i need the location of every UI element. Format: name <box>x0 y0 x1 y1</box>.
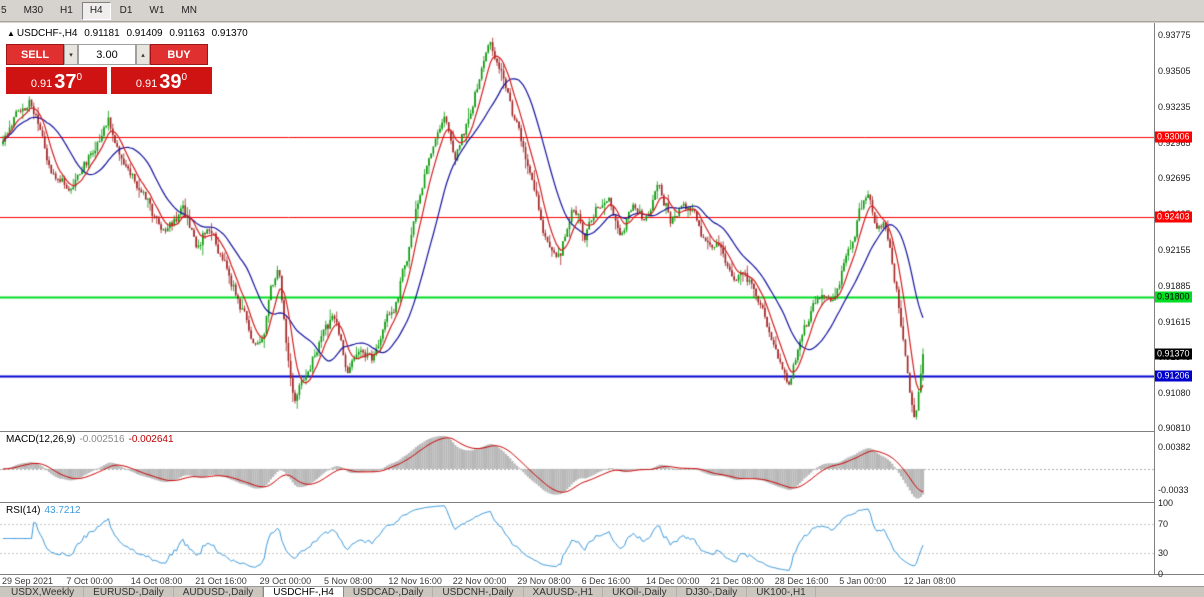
chart-tab-usdcad-daily[interactable]: USDCAD-,Daily <box>344 587 434 597</box>
chart-tab-ukoil-daily[interactable]: UKOil-,Daily <box>603 587 677 597</box>
macd-canvas[interactable] <box>0 432 1154 502</box>
timeframe-button-h4[interactable]: H4 <box>81 1 111 20</box>
time-axis-label: 5 Jan 00:00 <box>839 576 887 586</box>
rsi-value: 43.7212 <box>44 505 81 516</box>
chart-tab-audusd-daily[interactable]: AUDUSD-,Daily <box>174 587 264 597</box>
macd-label: MACD(12,26,9) -0.002516 -0.002641 <box>6 434 174 445</box>
time-axis-label: 29 Oct 00:00 <box>259 576 312 586</box>
triangle-up-icon: ▴ <box>141 51 145 59</box>
time-axis-label: 14 Dec 00:00 <box>646 576 700 586</box>
main-chart-panel: ▲ USDCHF-,H4 0.91181 0.91409 0.91163 0.91… <box>0 24 1154 431</box>
time-axis-label: 12 Jan 08:00 <box>903 576 956 586</box>
sell-price-display[interactable]: 0.91 37 0 <box>6 67 107 94</box>
time-axis: 29 Sep 2021 7 Oct 00:00 14 Oct 08:00 21 Oct… <box>0 574 1204 586</box>
rsi-axis-label: 0 <box>1158 569 1164 579</box>
time-axis-label: 22 Nov 00:00 <box>452 576 507 586</box>
chart-tab-usdx-weekly[interactable]: USDX,Weekly <box>2 587 85 597</box>
low-value: 0.91163 <box>169 28 205 39</box>
current-price-label: 0.91370 <box>1155 348 1192 360</box>
buy-price-display[interactable]: 0.91 39 0 <box>111 67 212 94</box>
price-axis-tick: 0.93775 <box>1158 30 1191 41</box>
rsi-axis-label: 100 <box>1158 498 1174 508</box>
timeframe-button-mn[interactable]: MN <box>173 1 205 20</box>
rsi-name: RSI(14) <box>6 505 41 516</box>
price-axis: 0.937750.935050.932350.929650.926950.924… <box>1154 23 1204 579</box>
timeframe-button-h1[interactable]: H1 <box>52 1 81 20</box>
time-axis-label: 28 Dec 16:00 <box>774 576 829 586</box>
high-value: 0.91409 <box>126 28 163 39</box>
rsi-panel: RSI(14) 43.7212 <box>0 503 1154 574</box>
time-axis-label: 14 Oct 08:00 <box>130 576 183 586</box>
macd-value-signal: -0.002641 <box>128 434 174 445</box>
up-arrow-icon: ▲ <box>7 29 15 38</box>
time-axis-label: 29 Nov 08:00 <box>517 576 571 586</box>
price-axis-tick: 0.93235 <box>1158 101 1191 112</box>
close-value: 0.91370 <box>211 28 248 39</box>
macd-name: MACD(12,26,9) <box>6 434 76 445</box>
buy-price-pip: 0 <box>181 72 188 83</box>
macd-panel: MACD(12,26,9) -0.002516 -0.002641 <box>0 432 1154 502</box>
price-axis-tick: 0.93505 <box>1158 66 1191 77</box>
sell-price-pip: 0 <box>76 72 83 83</box>
buy-button[interactable]: BUY <box>150 44 208 65</box>
price-axis-tick: 0.90810 <box>1158 423 1191 434</box>
time-axis-label: 29 Sep 2021 <box>2 576 54 586</box>
timeframe-button-5[interactable]: 5 <box>0 1 15 20</box>
price-axis-tick: 0.92155 <box>1158 245 1191 256</box>
timeframe-button-d1[interactable]: D1 <box>111 1 141 20</box>
buy-price-big-digits: 39 <box>159 71 182 93</box>
ohlc-header: ▲ USDCHF-,H4 0.91181 0.91409 0.91163 0.91… <box>7 28 252 39</box>
panel-splitter[interactable] <box>0 431 1154 432</box>
sell-button[interactable]: SELL <box>6 44 64 65</box>
time-axis-label: 21 Oct 16:00 <box>195 576 247 586</box>
buy-price-base: 0.91 <box>135 78 158 90</box>
triangle-down-icon: ▾ <box>69 51 73 59</box>
symbol-period-label: USDCHF-,H4 <box>16 28 78 39</box>
hline-price-label: 0.91800 <box>1155 291 1192 303</box>
macd-axis-label: 0.00382 <box>1158 441 1191 452</box>
hline-price-label: 0.92403 <box>1155 211 1192 223</box>
hline-price-label: 0.91206 <box>1155 370 1192 382</box>
time-axis-label: 5 Nov 08:00 <box>324 576 373 586</box>
macd-value-main: -0.002516 <box>79 434 125 445</box>
panel-splitter[interactable] <box>0 502 1154 503</box>
price-axis-tick: 0.92695 <box>1158 173 1191 184</box>
volume-decrease-button[interactable]: ▾ <box>64 44 78 65</box>
price-axis-tick: 0.91885 <box>1158 280 1191 291</box>
rsi-label: RSI(14) 43.7212 <box>6 505 81 516</box>
chart-tab-usdchf-h4[interactable]: USDCHF-,H4 <box>263 587 344 597</box>
price-axis-tick: 0.91080 <box>1158 387 1191 398</box>
timeframe-toolbar: 5 M30 H1 H4 D1 W1 MN <box>0 0 1204 22</box>
time-axis-label: 6 Dec 16:00 <box>581 576 631 586</box>
chart-window: ▲ USDCHF-,H4 0.91181 0.91409 0.91163 0.91… <box>0 23 1204 579</box>
chart-tab-uk100-h1[interactable]: UK100-,H1 <box>747 587 816 597</box>
chart-tab-dj30-daily[interactable]: DJ30-,Daily <box>677 587 748 597</box>
rsi-axis-label: 70 <box>1158 519 1169 530</box>
chart-tab-usdcnh-daily[interactable]: USDCNH-,Daily <box>433 587 524 597</box>
chart-tab-xauusd-h1[interactable]: XAUUSD-,H1 <box>524 587 604 597</box>
price-axis-tick: 0.91615 <box>1158 316 1191 327</box>
timeframe-button-w1[interactable]: W1 <box>141 1 173 20</box>
timeframe-button-m30[interactable]: M30 <box>15 1 52 20</box>
macd-axis-label: -0.0033 <box>1158 485 1189 496</box>
volume-input[interactable] <box>78 44 136 65</box>
rsi-canvas[interactable] <box>0 503 1154 574</box>
hline-price-label: 0.93006 <box>1155 131 1192 143</box>
sell-price-base: 0.91 <box>30 78 53 90</box>
chart-tab-bar: USDX,Weekly EURUSD-,Daily AUDUSD-,Daily USD… <box>0 586 1204 597</box>
rsi-axis-label: 30 <box>1158 547 1169 558</box>
chart-tab-eurusd-daily[interactable]: EURUSD-,Daily <box>84 587 174 597</box>
sell-price-big-digits: 37 <box>54 71 77 93</box>
time-axis-label: 21 Dec 08:00 <box>710 576 764 586</box>
volume-increase-button[interactable]: ▴ <box>136 44 150 65</box>
time-axis-label: 7 Oct 00:00 <box>66 576 113 586</box>
open-value: 0.91181 <box>84 28 120 39</box>
time-axis-label: 12 Nov 16:00 <box>388 576 442 586</box>
